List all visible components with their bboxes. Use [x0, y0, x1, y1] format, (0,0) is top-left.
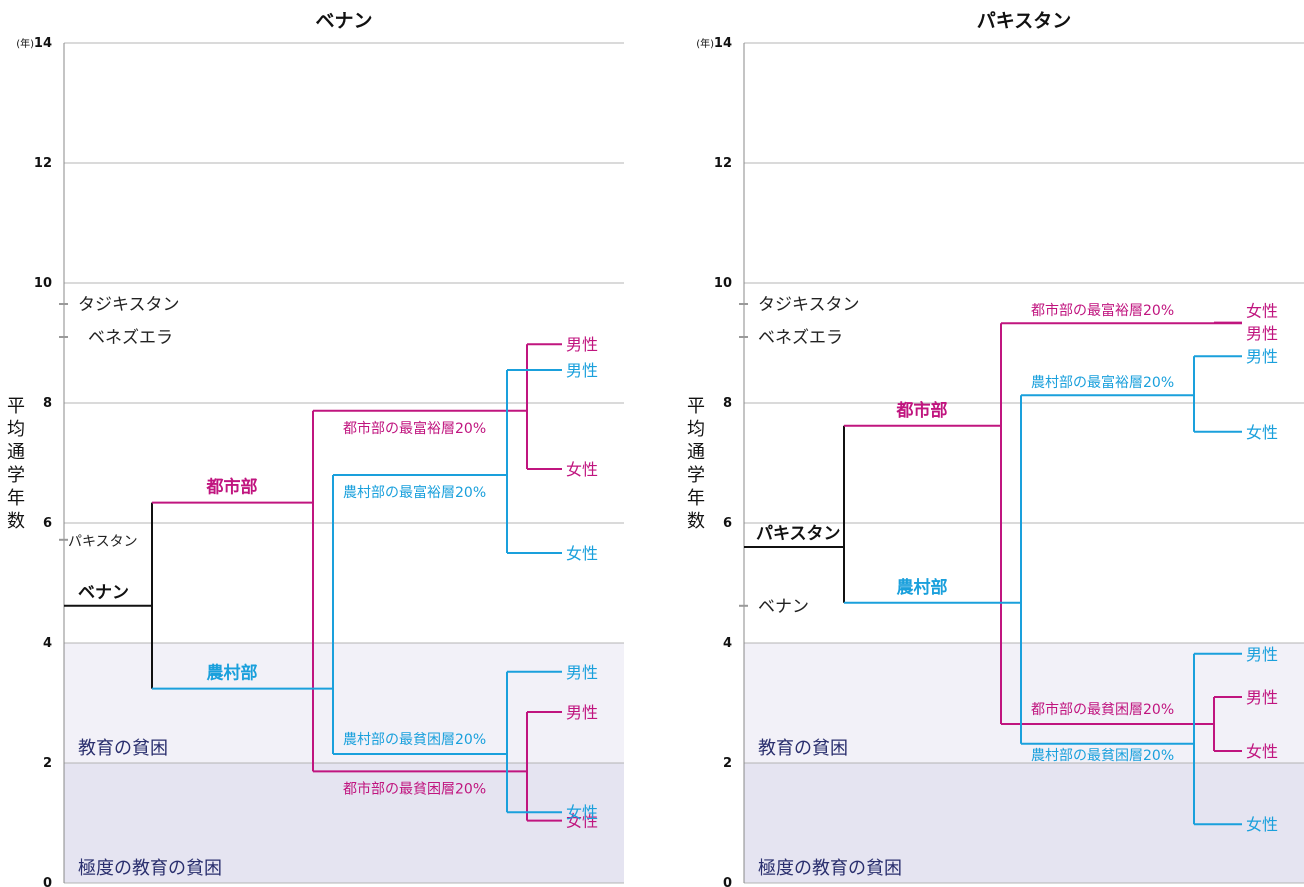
chart-title: ベナン [315, 10, 372, 32]
sex-label: 女性 [1246, 742, 1278, 761]
y-tick-label: 14 [714, 36, 732, 51]
sex-label: 女性 [1246, 423, 1278, 442]
area-label: 都市部 [896, 400, 948, 421]
sex-label: 女性 [1246, 302, 1278, 321]
quintile-label: 都市部の最貧困層20% [343, 780, 486, 797]
chart-benin: 教育の貧困極度の教育の貧困02468101214(年)平均通学年数ベナンタジキス… [7, 10, 624, 887]
quintile-label: 農村部の最富裕層20% [343, 484, 486, 501]
quintile-label: 農村部の最貧困層20% [1031, 748, 1174, 764]
y-tick-label: 2 [723, 756, 732, 771]
y-tick-label: 12 [34, 156, 52, 171]
y-tick-label: 8 [43, 396, 52, 411]
sex-label: 女性 [566, 812, 598, 831]
poverty-band [64, 763, 624, 883]
sex-label: 女性 [566, 460, 598, 479]
y-tick-label: 4 [723, 636, 732, 651]
y-axis-label: 平均通学年数 [7, 396, 25, 532]
sex-label: 女性 [566, 803, 598, 822]
area-label: 都市部 [206, 477, 258, 498]
y-axis-label: 平均通学年数 [687, 396, 705, 532]
reference-label: パキスタン [68, 534, 138, 550]
quintile-label: 都市部の最富裕層20% [343, 420, 486, 437]
y-tick-label: 4 [43, 636, 52, 651]
band-label: 極度の教育の貧困 [758, 858, 902, 879]
sex-label: 男性 [566, 703, 598, 722]
sex-label: 女性 [1246, 815, 1278, 834]
area-label: 農村部 [897, 577, 948, 598]
y-tick-label: 12 [714, 156, 732, 171]
y-tick-label: 10 [714, 276, 732, 291]
sex-label: 男性 [566, 335, 598, 354]
quintile-label: 都市部の最貧困層20% [1031, 701, 1174, 718]
band-label: 教育の貧困 [78, 738, 168, 759]
y-tick-label: 10 [34, 276, 52, 291]
y-tick-label: 6 [43, 516, 52, 531]
quintile-label: 農村部の最富裕層20% [1031, 374, 1174, 391]
reference-label: ベナン [758, 597, 809, 617]
national-label: ベナン [78, 583, 129, 603]
reference-label: タジキスタン [78, 295, 180, 315]
sex-label: 男性 [1246, 645, 1278, 664]
chart-pakistan: 教育の貧困極度の教育の貧困02468101214(年)平均通学年数パキスタンタジ… [687, 10, 1304, 887]
chart-title: パキスタン [977, 10, 1071, 32]
quintile-label: 都市部の最富裕層20% [1031, 302, 1174, 319]
y-tick-label: 0 [43, 876, 52, 887]
reference-label: ベネズエラ [758, 328, 843, 348]
y-unit-label: (年) [696, 37, 714, 50]
reference-label: ベネズエラ [88, 328, 173, 348]
y-tick-label: 8 [723, 396, 732, 411]
poverty-band [64, 643, 624, 763]
sex-label: 男性 [566, 361, 598, 380]
sex-label: 男性 [1246, 688, 1278, 707]
sex-label: 男性 [1246, 324, 1278, 343]
area-label: 農村部 [207, 663, 258, 684]
y-unit-label: (年) [16, 37, 34, 50]
band-label: 極度の教育の貧困 [78, 858, 222, 879]
y-tick-label: 14 [34, 36, 52, 51]
sex-label: 男性 [566, 663, 598, 682]
y-tick-label: 6 [723, 516, 732, 531]
quintile-label: 農村部の最貧困層20% [343, 732, 486, 748]
poverty-band [744, 763, 1304, 883]
y-tick-label: 2 [43, 756, 52, 771]
national-label: パキスタン [756, 524, 841, 544]
band-label: 教育の貧困 [758, 738, 848, 759]
y-tick-label: 0 [723, 876, 732, 887]
sex-label: 男性 [1246, 347, 1278, 366]
reference-label: タジキスタン [758, 295, 860, 315]
sex-label: 女性 [566, 544, 598, 563]
